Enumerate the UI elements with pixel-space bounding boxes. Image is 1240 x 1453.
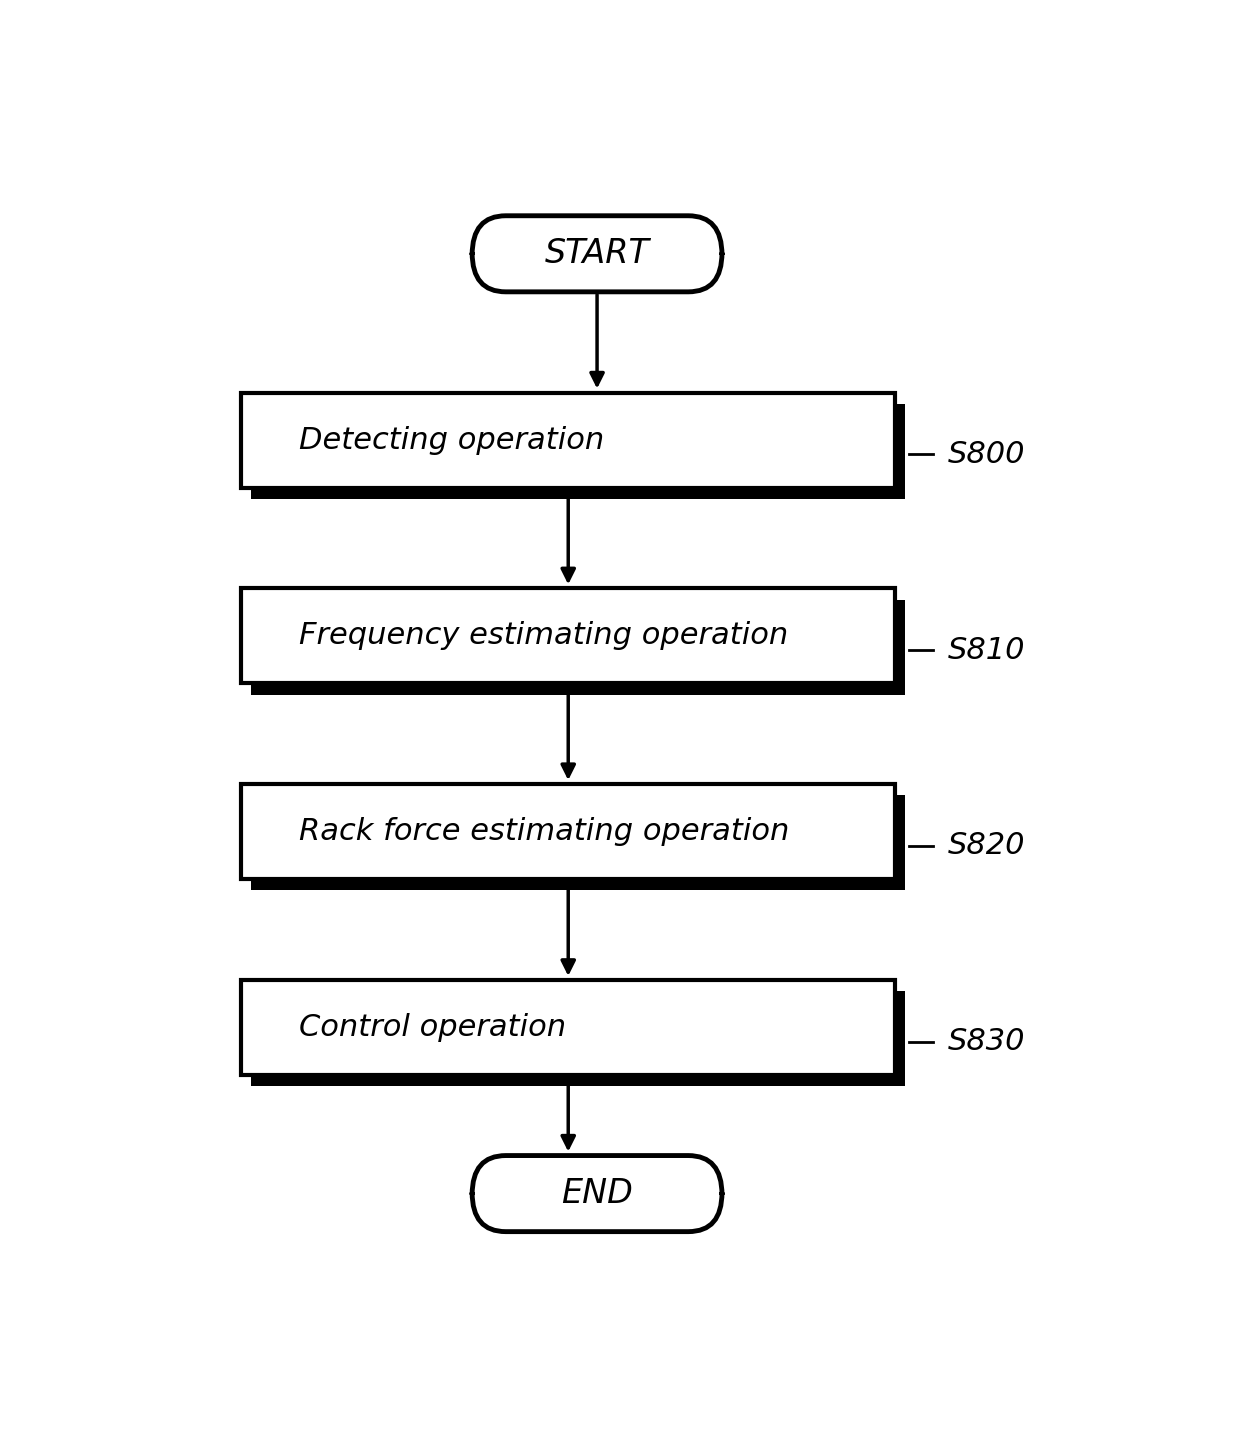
Text: END: END — [562, 1177, 632, 1210]
Text: Frequency estimating operation: Frequency estimating operation — [299, 622, 789, 651]
FancyBboxPatch shape — [242, 588, 895, 683]
Text: S810: S810 — [947, 635, 1025, 664]
FancyBboxPatch shape — [472, 1155, 722, 1232]
FancyBboxPatch shape — [242, 785, 895, 879]
FancyBboxPatch shape — [250, 404, 905, 498]
Text: Control operation: Control operation — [299, 1013, 567, 1042]
Text: START: START — [544, 237, 650, 270]
Text: Detecting operation: Detecting operation — [299, 426, 604, 455]
Text: S820: S820 — [947, 831, 1025, 860]
FancyBboxPatch shape — [472, 215, 722, 292]
Text: Rack force estimating operation: Rack force estimating operation — [299, 817, 790, 846]
FancyBboxPatch shape — [250, 600, 905, 695]
FancyBboxPatch shape — [250, 991, 905, 1087]
Text: S830: S830 — [947, 1027, 1025, 1056]
FancyBboxPatch shape — [250, 795, 905, 891]
FancyBboxPatch shape — [242, 392, 895, 488]
FancyBboxPatch shape — [242, 979, 895, 1075]
Text: S800: S800 — [947, 440, 1025, 469]
